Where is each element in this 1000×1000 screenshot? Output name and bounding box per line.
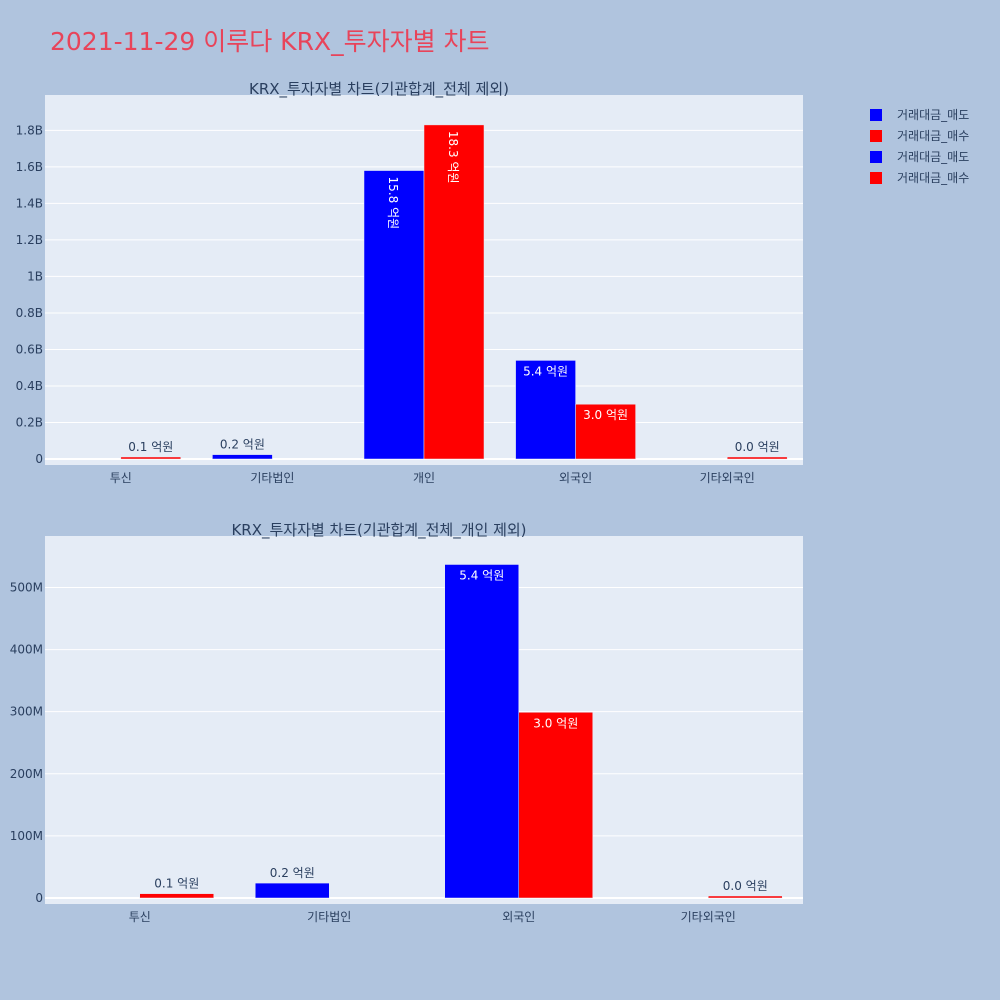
legend-label: 거래대금_매수 bbox=[897, 171, 970, 185]
legend-swatch bbox=[870, 171, 882, 184]
legend-item[interactable]: 거래대금_매수 bbox=[870, 125, 969, 146]
y-tick-label: 1.4B bbox=[16, 196, 43, 210]
x-tick-label: 기타법인 bbox=[307, 910, 351, 924]
legend: 거래대금_매도 거래대금_매수 거래대금_매도 거래대금_매수 bbox=[870, 104, 969, 188]
x-tick-label: 투신 bbox=[129, 910, 151, 924]
bar-label: 5.4 억원 bbox=[523, 364, 568, 378]
bar[interactable] bbox=[139, 893, 214, 899]
bar[interactable] bbox=[423, 124, 485, 460]
main-title: 2021-11-29 이루다 KRX_투자자별 차트 bbox=[50, 27, 490, 56]
bar-label: 3.0 억원 bbox=[583, 408, 628, 422]
legend-label: 거래대금_매도 bbox=[897, 108, 970, 122]
y-tick-label: 0 bbox=[35, 891, 43, 905]
legend-item[interactable]: 거래대금_매수 bbox=[870, 167, 969, 188]
bar-label: 18.3 억원 bbox=[446, 131, 460, 184]
y-tick-label: 1.8B bbox=[16, 123, 43, 137]
bar-label: 0.0 억원 bbox=[723, 879, 768, 893]
chart-title: KRX_투자자별 차트(기관합계_전체 제외) bbox=[249, 80, 509, 99]
legend-swatch bbox=[870, 150, 882, 163]
y-tick-label: 0.8B bbox=[16, 306, 43, 320]
y-tick-label: 1.2B bbox=[16, 233, 43, 247]
legend-item[interactable]: 거래대금_매도 bbox=[870, 104, 969, 125]
y-tick-label: 1B bbox=[27, 269, 43, 283]
legend-item[interactable]: 거래대금_매도 bbox=[870, 146, 969, 167]
x-tick-label: 기타법인 bbox=[250, 471, 294, 485]
y-tick-label: 100M bbox=[10, 829, 43, 843]
y-tick-label: 200M bbox=[10, 767, 43, 781]
bar-label: 5.4 억원 bbox=[459, 568, 504, 582]
bar[interactable] bbox=[518, 712, 593, 899]
legend-swatch bbox=[870, 129, 882, 142]
y-tick-label: 0 bbox=[35, 452, 43, 466]
y-tick-label: 0.6B bbox=[16, 342, 43, 356]
bar-label: 0.1 억원 bbox=[154, 877, 199, 891]
y-tick-label: 0.4B bbox=[16, 379, 43, 393]
bar[interactable] bbox=[444, 564, 519, 899]
x-tick-label: 투신 bbox=[110, 471, 132, 485]
bar-label: 3.0 억원 bbox=[533, 716, 578, 730]
y-tick-label: 500M bbox=[10, 580, 43, 594]
bar[interactable] bbox=[120, 456, 182, 460]
legend-swatch bbox=[870, 108, 882, 121]
y-tick-label: 0.2B bbox=[16, 415, 43, 429]
legend-label: 거래대금_매수 bbox=[897, 129, 970, 143]
bar[interactable] bbox=[726, 456, 788, 460]
bar[interactable] bbox=[212, 454, 273, 460]
bar[interactable] bbox=[363, 170, 425, 460]
legend-label: 거래대금_매도 bbox=[897, 150, 970, 164]
x-tick-label: 기타외국인 bbox=[700, 471, 755, 485]
chart-top: 0 0.2B 0.4B 0.6B 0.8B 1B 1.2B 1.4B 1.6B 1.8B KRX_투… bbox=[16, 80, 803, 485]
y-tick-label: 1.6B bbox=[16, 160, 43, 174]
bar-label: 0.0 억원 bbox=[735, 440, 780, 454]
bar-label: 0.2 억원 bbox=[220, 438, 265, 452]
x-tick-label: 기타외국인 bbox=[681, 910, 736, 924]
bar-label: 15.8 억원 bbox=[386, 177, 400, 230]
x-tick-label: 외국인 bbox=[559, 471, 592, 485]
bar[interactable] bbox=[708, 895, 783, 899]
x-tick-label: 개인 bbox=[413, 471, 435, 485]
y-tick-label: 300M bbox=[10, 705, 43, 719]
x-tick-label: 외국인 bbox=[502, 910, 535, 924]
plot-area bbox=[45, 536, 803, 904]
bar[interactable] bbox=[575, 403, 636, 460]
bar[interactable] bbox=[255, 882, 330, 899]
y-tick-label: 400M bbox=[10, 643, 43, 657]
bar-label: 0.2 억원 bbox=[270, 866, 315, 880]
chart-title: KRX_투자자별 차트(기관합계_전체_개인 제외) bbox=[231, 521, 526, 540]
bar[interactable] bbox=[515, 360, 576, 460]
bar-label: 0.1 억원 bbox=[128, 440, 173, 454]
